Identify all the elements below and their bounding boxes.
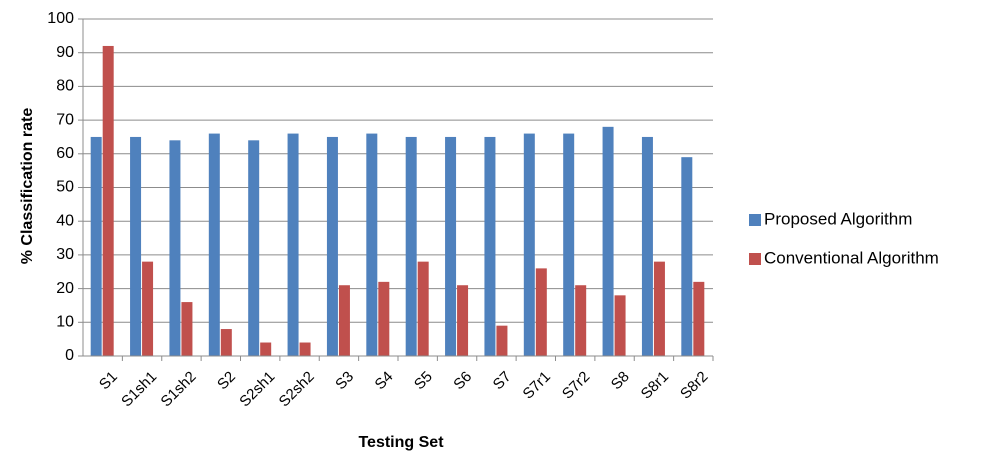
bar-proposed-s1	[90, 136, 102, 356]
bar-proposed-s2sh2	[287, 133, 299, 356]
bar-conventional-s7r2	[575, 285, 587, 356]
axes	[82, 19, 714, 361]
x-tick-label: S7r1	[520, 368, 554, 402]
x-tick-label: S5	[411, 368, 436, 393]
bar-proposed-s5	[405, 136, 417, 356]
y-tick-label: 40	[56, 212, 74, 229]
bar-proposed-s7r1	[523, 133, 535, 356]
y-tick-label: 100	[47, 10, 74, 27]
x-tick-label: S1sh2	[158, 368, 200, 410]
bar-conventional-s2sh2	[299, 342, 311, 356]
y-tick-label: 10	[56, 314, 74, 331]
bar-proposed-s6	[445, 136, 457, 356]
bar-proposed-s8r2	[681, 157, 693, 356]
bar-conventional-s2sh1	[260, 342, 272, 356]
x-tick-label: S2sh2	[276, 368, 318, 410]
bar-proposed-s3	[326, 136, 338, 356]
y-tick-label: 50	[56, 179, 74, 196]
x-tick-label: S2sh1	[236, 368, 278, 410]
legend-swatch-conventional	[749, 253, 761, 265]
y-tick-label: 60	[56, 145, 74, 162]
bar-proposed-s2	[208, 133, 220, 356]
x-tick-label: S8	[608, 368, 633, 393]
bar-conventional-s5	[417, 261, 429, 356]
x-tick-label: S1sh1	[118, 368, 160, 410]
x-tick-label: S3	[332, 368, 357, 393]
y-tick-label: 20	[56, 280, 74, 297]
x-tick-label: S2	[214, 368, 239, 393]
x-tick-label: S8r2	[677, 368, 711, 402]
y-tick-label: 80	[56, 78, 74, 95]
x-tick-label: S7	[490, 368, 515, 393]
bar-conventional-s7	[496, 325, 508, 356]
y-tick-label: 70	[56, 111, 74, 128]
x-axis-title: Testing Set	[358, 434, 444, 451]
bar-proposed-s7	[484, 136, 496, 356]
bar-proposed-s1sh2	[169, 140, 181, 356]
bar-conventional-s4	[378, 281, 390, 356]
bar-conventional-s8r1	[653, 261, 665, 356]
x-tick-label: S4	[371, 368, 396, 393]
x-tick-label: S8r1	[638, 368, 672, 402]
y-tick-label: 30	[56, 246, 74, 263]
bar-proposed-s2sh1	[248, 140, 260, 356]
legend: Proposed Algorithm Conventional Algorithm	[749, 209, 939, 267]
bar-proposed-s4	[366, 133, 378, 356]
bar-conventional-s7r1	[535, 268, 547, 356]
x-tick-label: S6	[450, 368, 475, 393]
bar-proposed-s7r2	[563, 133, 575, 356]
bar-conventional-s1sh1	[142, 261, 154, 356]
y-tick-label: 90	[56, 44, 74, 61]
x-tick-label: S1	[96, 368, 121, 393]
legend-swatch-proposed	[749, 214, 761, 226]
bar-conventional-s2	[220, 329, 232, 356]
bar-conventional-s6	[457, 285, 469, 356]
y-tick-label: 0	[65, 347, 74, 364]
bar-proposed-s1sh1	[130, 136, 142, 356]
legend-label-conventional: Conventional Algorithm	[764, 248, 939, 267]
legend-label-proposed: Proposed Algorithm	[764, 209, 912, 228]
bar-conventional-s1	[102, 45, 114, 357]
bar-proposed-s8r1	[641, 136, 653, 356]
bar-conventional-s3	[338, 285, 350, 356]
bar-proposed-s8	[602, 126, 614, 356]
y-axis-title: % Classification rate	[19, 108, 36, 265]
bars	[90, 45, 705, 357]
y-tick-labels: 0 10 20 30 40 50 60 70 80 90 100	[47, 10, 74, 364]
x-tick-label: S7r2	[559, 368, 593, 402]
bar-conventional-s1sh2	[181, 302, 193, 356]
bar-conventional-s8r2	[693, 281, 705, 356]
bar-conventional-s8	[614, 295, 626, 356]
